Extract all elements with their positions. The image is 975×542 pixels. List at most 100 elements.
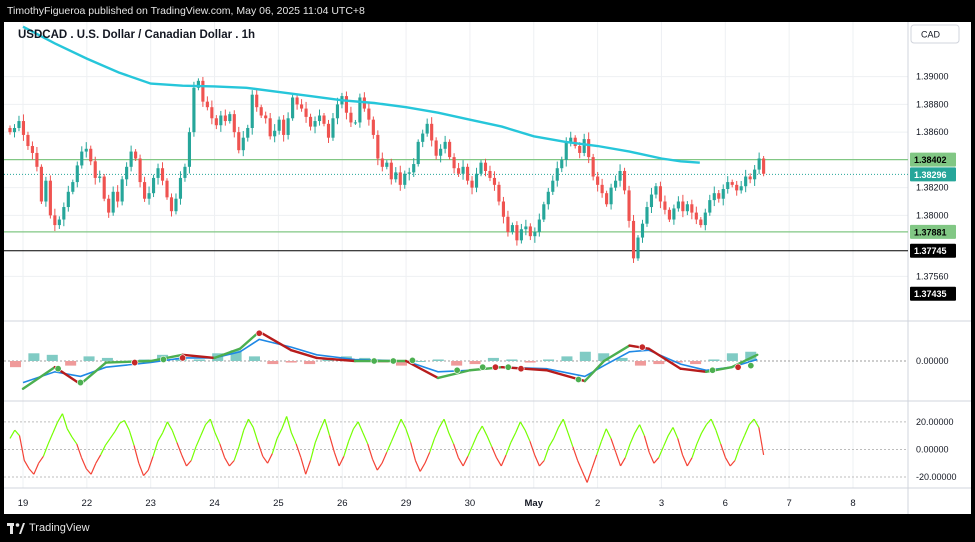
- candle-body: [80, 151, 84, 166]
- oscillator-line-segment: [696, 432, 703, 445]
- oscillator-line-segment: [338, 456, 345, 467]
- price-tag-label: 1.37881: [914, 227, 947, 237]
- candle-body: [241, 137, 245, 151]
- candle-body: [753, 169, 757, 180]
- macd-histogram-bar: [395, 361, 408, 366]
- candle-body: [672, 208, 676, 220]
- candle-body: [174, 198, 178, 212]
- oscillator-line-segment: [214, 432, 221, 445]
- oscillator-line-segment: [724, 457, 731, 467]
- macd-histogram-bar: [28, 353, 40, 361]
- candle-body: [255, 94, 259, 108]
- candle-body: [564, 141, 568, 160]
- candle-body: [178, 177, 183, 199]
- candle-body: [313, 121, 317, 127]
- oscillator-line-segment: [224, 457, 230, 467]
- macd-histogram-bar: [193, 359, 205, 361]
- oscillator-line-segment: [472, 434, 478, 446]
- macd-histogram-bar: [414, 361, 426, 362]
- candle-body: [483, 162, 488, 171]
- oscillator-line-segment: [209, 418, 216, 434]
- candle-body: [640, 223, 645, 238]
- candle-body: [439, 148, 443, 156]
- macd-histogram-bar: [65, 361, 77, 366]
- candle-body: [739, 186, 743, 191]
- candle-body: [694, 212, 698, 220]
- candle-body: [551, 180, 555, 192]
- candle-body: [210, 107, 214, 119]
- macd-histogram-bar: [469, 361, 481, 365]
- oscillator-line-segment: [286, 416, 292, 434]
- candle-body: [66, 191, 70, 208]
- candle-body: [30, 146, 34, 153]
- macd-cross-dot: [370, 357, 378, 365]
- candle-body: [515, 225, 519, 241]
- macd-histogram-bar: [524, 361, 536, 363]
- candle-body: [578, 146, 582, 153]
- macd-line-segment: [104, 359, 152, 364]
- brand-label: TradingView: [29, 522, 90, 534]
- candle-body: [542, 204, 546, 220]
- macd-line-segment: [315, 356, 357, 363]
- oscillator-line-segment: [123, 420, 130, 431]
- time-tick-label: 30: [465, 498, 476, 509]
- macd-cross-dot: [54, 365, 62, 373]
- candle-body: [304, 108, 308, 117]
- oscillator-line-segment: [243, 418, 250, 431]
- oscillator-line-segment: [166, 421, 173, 431]
- candle-body: [667, 209, 671, 220]
- macd-cross-dot: [479, 363, 487, 371]
- chart-panel[interactable]: 1.39000 1.38800 1.38600 1.38200 1.38000 1.375…: [4, 22, 971, 514]
- candle-body: [461, 166, 465, 174]
- oscillator-line-segment: [9, 429, 16, 439]
- oscillator-line-segment: [295, 443, 302, 458]
- macd-cross-dot: [453, 366, 461, 374]
- oscillator-line-segment: [600, 428, 607, 442]
- macd-line-segment: [583, 359, 606, 383]
- candle-body: [403, 173, 407, 185]
- price-tag-label: 1.38402: [914, 155, 947, 165]
- oscillator-tick-label: 0.00000: [916, 444, 949, 454]
- macd-line-segment: [181, 353, 216, 360]
- candle-body: [156, 168, 160, 178]
- candle-body: [528, 226, 532, 237]
- oscillator-line-segment: [581, 471, 588, 483]
- macd-histogram-bar: [561, 356, 573, 361]
- candle-body: [93, 161, 97, 178]
- candle-body: [573, 137, 577, 147]
- candle-body: [703, 212, 707, 226]
- candle-body: [335, 104, 340, 119]
- candle-body: [398, 172, 402, 185]
- oscillator-line-segment: [190, 446, 197, 461]
- candle-body: [465, 166, 470, 181]
- macd-histogram-bar: [653, 361, 665, 365]
- oscillator-line-segment: [462, 456, 469, 467]
- candle-body: [510, 225, 514, 233]
- candle-body: [676, 201, 680, 209]
- oscillator-line-segment: [629, 432, 636, 445]
- macd-line-segment: [79, 361, 108, 386]
- chart-canvas[interactable]: 1.39000 1.38800 1.38600 1.38200 1.38000 1.375…: [4, 22, 971, 514]
- oscillator-line-segment: [467, 445, 474, 457]
- macd-line-segment: [602, 344, 631, 363]
- tradingview-logo[interactable]: TradingView: [7, 522, 90, 534]
- candle-body: [358, 97, 362, 123]
- oscillator-line-segment: [357, 421, 364, 434]
- price-tag: [910, 152, 956, 167]
- candle-body: [600, 184, 604, 194]
- time-tick-label: 19: [18, 498, 29, 509]
- macd-line-segment: [404, 359, 440, 380]
- macd-histogram-bar: [506, 359, 518, 361]
- candle-body: [636, 237, 640, 259]
- candle-body: [44, 180, 48, 202]
- candle-body: [264, 115, 268, 119]
- oscillator-line-segment: [104, 438, 111, 446]
- oscillator-line-segment: [157, 432, 164, 442]
- oscillator-line-segment: [681, 454, 688, 467]
- oscillator-line-segment: [491, 446, 498, 458]
- macd-histogram-bar: [451, 361, 463, 366]
- candle-body: [237, 132, 241, 151]
- oscillator-line-segment: [553, 427, 560, 439]
- oscillator-line-segment: [314, 429, 321, 443]
- candle-body: [291, 97, 295, 119]
